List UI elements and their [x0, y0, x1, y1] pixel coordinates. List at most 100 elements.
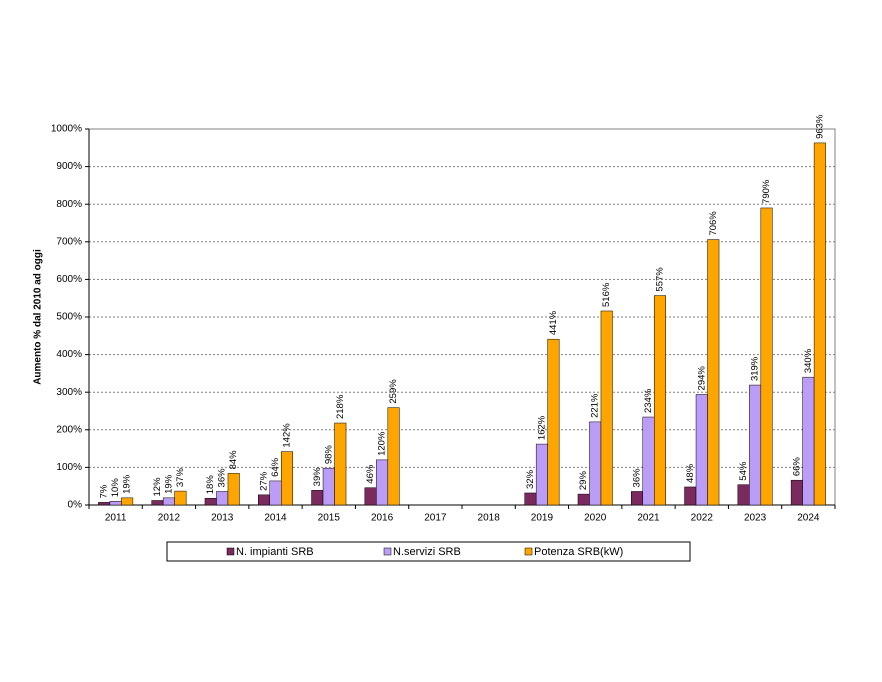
value-label: 18%: [205, 475, 216, 495]
bar: [387, 407, 400, 506]
x-tick-label: 2015: [318, 513, 341, 524]
bar: [577, 493, 590, 506]
bar: [162, 497, 175, 506]
value-label: 706%: [708, 211, 719, 236]
x-tick-label: 2011: [105, 513, 127, 524]
bar: [737, 484, 750, 506]
value-label: 29%: [578, 471, 589, 491]
value-label: 441%: [548, 310, 559, 335]
bar: [174, 490, 187, 506]
value-label: 7%: [99, 484, 110, 498]
value-label: 54%: [738, 461, 749, 481]
bar: [707, 239, 720, 506]
value-label: 27%: [259, 471, 270, 491]
bar: [790, 479, 803, 506]
legend-label: Potenza SRB(kW): [534, 546, 623, 558]
bar: [281, 451, 293, 506]
value-label: 19%: [163, 474, 174, 494]
bar: [227, 473, 240, 506]
bar: [642, 416, 655, 506]
value-label: 39%: [312, 467, 323, 487]
value-label: 234%: [643, 388, 654, 413]
bar: [269, 480, 282, 506]
x-tick-label: 2012: [158, 513, 181, 524]
value-label: 66%: [791, 457, 802, 477]
x-tick-label: 2024: [797, 513, 820, 524]
x-tick-label: 2016: [371, 513, 394, 524]
y-tick-label: 700%: [56, 236, 82, 247]
x-tick-label: 2018: [478, 513, 501, 524]
bar: [258, 494, 270, 506]
value-label: 10%: [110, 478, 121, 498]
value-label: 37%: [175, 468, 186, 488]
bar: [535, 443, 548, 506]
bar: [813, 142, 826, 506]
bar: [311, 490, 324, 506]
value-label: 98%: [323, 445, 334, 465]
value-label: 19%: [122, 474, 133, 494]
y-tick-label: 300%: [56, 387, 82, 398]
bar: [98, 502, 111, 506]
value-label: 12%: [152, 477, 163, 497]
x-tick-label: 2020: [584, 513, 607, 524]
bar: [334, 422, 347, 506]
legend: [166, 541, 691, 562]
y-tick-label: 500%: [56, 312, 82, 323]
y-tick-label: 600%: [56, 274, 82, 285]
legend-swatch: [226, 547, 235, 556]
bar: [749, 384, 762, 506]
value-label: 790%: [761, 179, 772, 204]
x-tick-label: 2021: [637, 513, 660, 524]
bar: [654, 295, 666, 506]
bar: [322, 467, 335, 506]
y-tick-label: 400%: [56, 349, 82, 360]
value-label: 142%: [282, 423, 293, 448]
y-axis-label: Aumento % dal 2010 ad oggi: [33, 249, 44, 385]
x-tick-label: 2019: [531, 513, 554, 524]
bar: [802, 376, 815, 506]
bar: [589, 421, 602, 506]
x-tick-label: 2017: [424, 513, 447, 524]
value-label: 218%: [335, 394, 346, 419]
legend-label: N. impianti SRB: [236, 546, 314, 558]
value-label: 36%: [632, 468, 643, 488]
x-tick-label: 2023: [744, 513, 767, 524]
bar: [376, 459, 389, 506]
value-label: 64%: [270, 457, 281, 477]
value-label: 46%: [365, 464, 376, 484]
bar: [109, 500, 122, 506]
x-tick-label: 2014: [264, 513, 287, 524]
y-tick-label: 800%: [56, 199, 82, 210]
y-tick-label: 200%: [56, 424, 82, 435]
x-tick-label: 2013: [211, 513, 234, 524]
bar: [216, 491, 229, 506]
bar: [695, 394, 708, 506]
bar: [760, 207, 773, 506]
value-label: 32%: [525, 469, 536, 489]
value-label: 36%: [217, 468, 228, 488]
bar: [364, 487, 377, 506]
value-label: 48%: [685, 463, 696, 483]
legend-swatch: [383, 547, 392, 556]
bar: [547, 338, 560, 506]
value-label: 340%: [803, 348, 814, 373]
value-label: 963%: [814, 114, 825, 139]
bar: [631, 491, 643, 506]
bar: [684, 486, 697, 506]
value-label: 221%: [590, 393, 601, 418]
y-tick-label: 900%: [56, 161, 82, 172]
value-label: 557%: [655, 267, 666, 292]
legend-label: N.servizi SRB: [393, 546, 461, 558]
value-label: 162%: [536, 415, 547, 440]
y-tick-label: 1000%: [51, 124, 82, 135]
value-label: 120%: [377, 431, 388, 456]
value-label: 259%: [388, 379, 399, 404]
bar: [204, 497, 217, 506]
bar: [151, 500, 164, 506]
y-tick-label: 0%: [68, 500, 83, 511]
legend-swatch: [524, 547, 533, 556]
value-label: 84%: [228, 450, 239, 470]
y-tick-label: 100%: [56, 462, 82, 473]
value-label: 294%: [696, 366, 707, 391]
